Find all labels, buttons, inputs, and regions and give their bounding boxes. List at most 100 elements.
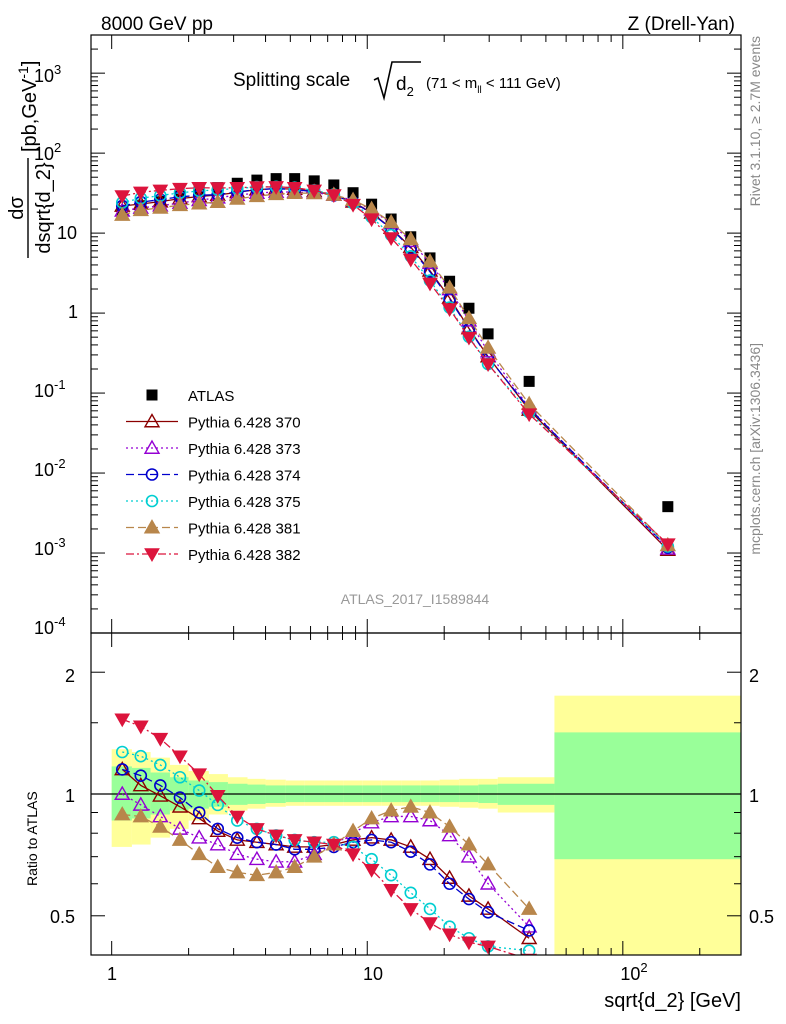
series-6-ratio-point [422, 917, 438, 931]
series-3-ratio-point [481, 906, 495, 919]
series-5-ratio-point [229, 864, 246, 879]
series-4-ratio-point [384, 868, 398, 882]
y-tick-label-1e-4: 10-4 [34, 614, 66, 638]
plot-title: Splitting scale d2 (71 < mll < 111 GeV) [233, 61, 561, 102]
series-5-ratio-point [132, 808, 150, 823]
ratio-y-tick-labels: 2 1 0.5 2 1 0.5 [50, 666, 774, 927]
series-2-ratio-point [229, 845, 246, 861]
plot-title-main: Splitting scale [233, 70, 350, 91]
main-plot-frame [90, 34, 742, 634]
main-y-tick-labels: 103 102 10 1 10-1 10-2 10-3 10-4 [34, 62, 78, 638]
y-tick-base: 10 [34, 539, 54, 559]
series-6-ratio-point [363, 863, 380, 878]
ratio-tick-label-2-left: 2 [65, 666, 75, 686]
series-6-ratio-point [521, 953, 538, 955]
series-5-ratio-point [248, 866, 266, 882]
main-y-axis-label: dσ dsqrt{d_2} [pb,GeV-1] [6, 61, 55, 258]
atlas-data-point [270, 173, 282, 185]
series-6-ratio-point [325, 838, 342, 853]
series-2-ratio-point [479, 875, 497, 890]
series-6-main-point [172, 182, 188, 197]
plot-title-symbol: d2 [396, 74, 414, 99]
analysis-watermark: ATLAS_2017_I1589844 [341, 591, 490, 607]
series-5-ratio-point [421, 804, 439, 819]
series-5-ratio-point [114, 806, 131, 821]
series-6-ratio-point [209, 790, 226, 804]
band-green-bin [554, 732, 741, 860]
series-3-ratio-point [154, 779, 167, 792]
ratio-tick-label-05-left: 0.5 [50, 907, 75, 927]
series-6-main-point [268, 181, 284, 195]
atlas-data-point [289, 173, 301, 185]
sqrt-symbol-icon [373, 61, 421, 102]
series-6-ratio-point [268, 829, 284, 844]
main-plot-series [114, 173, 677, 556]
legend-label: Pythia 6.428 374 [188, 468, 301, 485]
series-4-ratio-point [115, 745, 129, 759]
series-4-ratio-point [134, 749, 148, 763]
series-3-ratio-point [173, 791, 187, 804]
series-6-main-point [114, 190, 131, 205]
series-3-ratio-point [462, 892, 476, 906]
series-6-ratio-point [461, 936, 477, 951]
series-5-ratio-point [363, 810, 380, 825]
y-label-numerator: dσ [6, 196, 28, 220]
series-5-main-point [171, 196, 189, 212]
series-6-main-point [480, 358, 496, 372]
y-label-units-post: ] [19, 61, 41, 67]
series-6-main-point [306, 184, 323, 199]
legend-marker [146, 389, 158, 401]
series-5-main-point [460, 309, 478, 325]
series-3-ratio-point [365, 833, 378, 847]
legend-marker [145, 468, 159, 481]
legend-label: Pythia 6.428 382 [188, 547, 301, 564]
y-tick-exp: -1 [54, 377, 66, 392]
series-1-ratio-point [132, 777, 150, 792]
series-6-main-point [286, 181, 303, 196]
series-6-main-line [122, 186, 669, 545]
atlas-data-point [251, 174, 263, 186]
y-tick-label-1e-1: 10-1 [34, 377, 66, 401]
series-5-main-point [190, 195, 208, 210]
series-2-ratio-point [209, 836, 226, 851]
series-6-ratio-point [152, 732, 169, 747]
header-right-label: Z (Drell-Yan) [628, 14, 735, 35]
series-2-ratio-point [460, 848, 478, 863]
series-5-ratio-point [479, 855, 497, 871]
y-tick-exp: 2 [54, 140, 61, 155]
atlas-data-point [482, 328, 494, 340]
series-6-ratio-point [441, 928, 458, 943]
y-tick-base: 10 [34, 66, 54, 86]
series-6-ratio-point [480, 940, 496, 955]
legend-marker [143, 413, 161, 428]
series-2-ratio-point [421, 812, 439, 827]
ratio-plot-series [114, 713, 538, 955]
series-3-ratio-point [134, 769, 148, 782]
series-5-ratio-point [305, 848, 323, 863]
series-4-ratio-point [365, 852, 378, 866]
series-5-main-point [209, 193, 226, 209]
series-5-main-point [479, 339, 497, 354]
x-tick-labels: 1 10 102 [107, 960, 648, 984]
series-4-main-line [122, 186, 669, 547]
series-2-ratio-point [114, 785, 131, 800]
series-1-ratio-point [421, 850, 439, 866]
series-4-ratio-point [423, 902, 437, 916]
series-5-ratio-point [460, 836, 478, 851]
series-1-main-point [441, 289, 458, 304]
series-6-main-point [325, 189, 342, 203]
series-5-ratio-point [382, 802, 400, 817]
series-6-main-point [383, 232, 399, 246]
y-tick-label-1e-2: 10-2 [34, 456, 66, 480]
y-tick-exp: 3 [54, 62, 61, 77]
legend-label: Pythia 6.428 381 [188, 521, 301, 538]
ratio-y-axis-label: Ratio to ATLAS [24, 791, 40, 886]
series-5-ratio-point [402, 798, 419, 813]
series-5-main-point [114, 206, 131, 221]
series-6-main-point [461, 331, 477, 346]
series-4-ratio-point [404, 886, 418, 900]
plot-title-range-sub: ll [477, 85, 481, 96]
series-2-ratio-point [441, 827, 458, 842]
plot-title-range-post: < 111 GeV) [482, 75, 561, 92]
